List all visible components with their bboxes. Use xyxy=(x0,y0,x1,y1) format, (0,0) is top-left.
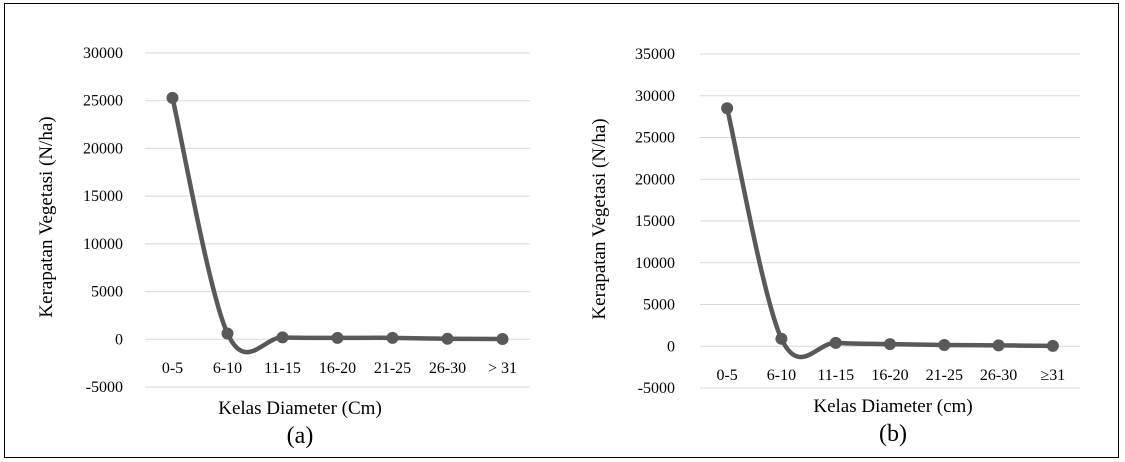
series-line xyxy=(724,106,1056,360)
x-tick-label: > 31 xyxy=(488,360,517,377)
x-tick-label: 0-5 xyxy=(716,367,737,384)
data-point xyxy=(1046,339,1059,352)
y-tick-label: 35000 xyxy=(635,46,675,63)
x-tick-label: 16-20 xyxy=(871,367,908,384)
y-tick-label: 0 xyxy=(115,331,123,348)
x-tick-label: 16-20 xyxy=(319,360,356,377)
data-point xyxy=(166,91,179,104)
y-tick-label: 25000 xyxy=(635,130,675,147)
x-tick-label: 11-15 xyxy=(817,367,854,384)
data-point xyxy=(721,102,734,115)
data-point xyxy=(884,338,896,351)
y-tick-label: 30000 xyxy=(635,88,675,105)
y-tick-label: 20000 xyxy=(83,140,123,157)
chart-a: -5000 0 5000 10000 15000 20000 25000 30000 0-5 6… xyxy=(36,45,530,449)
data-point xyxy=(221,327,234,340)
y-axis-title: Kerapatan Vegetasi (N/ha) xyxy=(36,116,57,317)
y-tick-label: 10000 xyxy=(635,255,675,272)
y-tick-label: -5000 xyxy=(86,379,123,396)
data-point xyxy=(496,332,509,345)
data-point xyxy=(775,332,788,345)
chart-caption: (a) xyxy=(287,423,314,449)
chart-caption: (b) xyxy=(879,421,907,447)
y-tick-label: -5000 xyxy=(638,380,675,397)
y-tick-label: 15000 xyxy=(83,188,123,205)
x-tick-label: 26-30 xyxy=(980,367,1017,384)
x-tick-label: 6-10 xyxy=(767,367,796,384)
data-point xyxy=(386,331,399,344)
y-axis-title: Kerapatan Vegetasi (N/ha) xyxy=(589,118,610,319)
data-point xyxy=(992,339,1005,352)
data-point xyxy=(441,332,454,345)
x-axis-title: Kelas Diameter (cm) xyxy=(813,396,972,417)
y-tick-label: 0 xyxy=(667,338,675,355)
y-tick-label: 15000 xyxy=(635,213,675,230)
data-point xyxy=(276,331,289,344)
x-tick-label: 11-15 xyxy=(264,360,301,377)
y-tick-label: 25000 xyxy=(83,93,123,110)
x-tick-label: ≥31 xyxy=(1040,367,1065,384)
y-tick-label: 30000 xyxy=(83,45,123,62)
y-tick-label: 10000 xyxy=(83,236,123,253)
data-point xyxy=(331,331,344,344)
data-point xyxy=(938,338,951,351)
x-tick-label: 26-30 xyxy=(429,360,466,377)
chart-b: -5000 0 5000 10000 15000 20000 25000 30000 35000… xyxy=(589,46,1080,447)
x-tick-label: 0-5 xyxy=(162,360,183,377)
data-point xyxy=(829,336,842,349)
x-tick-label: 21-25 xyxy=(926,367,963,384)
x-tick-label: 21-25 xyxy=(374,360,411,377)
y-tick-label: 5000 xyxy=(643,297,675,314)
x-axis-title: Kelas Diameter (Cm) xyxy=(218,398,382,419)
x-tick-label: 6-10 xyxy=(213,360,242,377)
series-line xyxy=(170,95,505,355)
y-tick-label: 20000 xyxy=(635,171,675,188)
y-tick-label: 5000 xyxy=(91,284,123,301)
figure-frame xyxy=(4,3,1119,458)
